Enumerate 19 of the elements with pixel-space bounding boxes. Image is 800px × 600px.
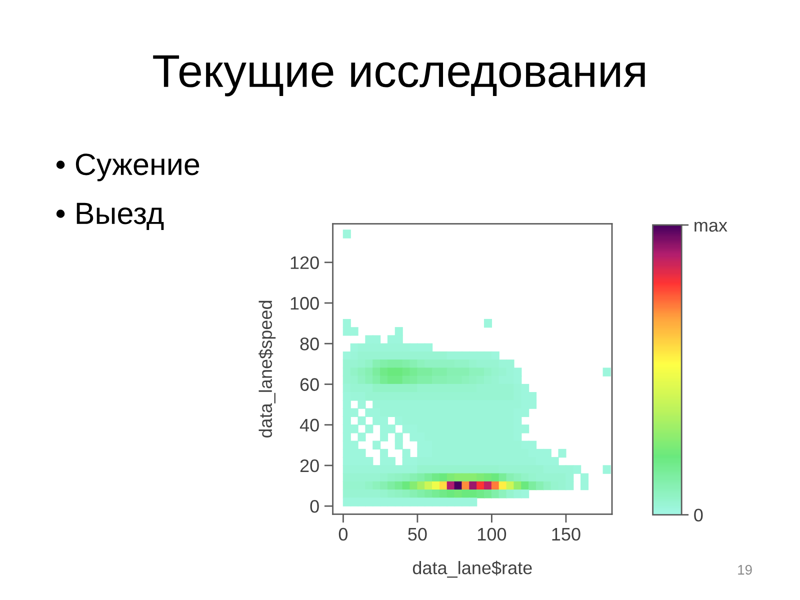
color-bar-label: max (694, 222, 728, 232)
chart-title: Текущие исследования (153, 55, 645, 96)
y-tick-label: 80 (300, 338, 319, 350)
x-tick-label: 0 (338, 528, 348, 541)
y-axis-title: data_lane$speed (258, 300, 276, 438)
y-tick-label: 0 (310, 500, 319, 513)
text: • Сужение (56, 154, 200, 182)
text: 19 (738, 564, 752, 575)
x-axis-title: data_lane$rate (412, 560, 532, 578)
y-tick-label: 20 (300, 459, 319, 472)
y-tick-label: 100 (290, 296, 319, 310)
y-tick-label: 40 (300, 418, 319, 432)
x-tick-label: 150 (552, 528, 580, 541)
x-tick-label: 100 (478, 528, 506, 541)
text: • Выезд (56, 202, 164, 230)
color-bar-label: 0 (694, 508, 703, 522)
x-tick-label: 50 (408, 528, 427, 541)
y-tick-label: 120 (290, 256, 319, 270)
y-tick-label: 60 (300, 378, 319, 391)
